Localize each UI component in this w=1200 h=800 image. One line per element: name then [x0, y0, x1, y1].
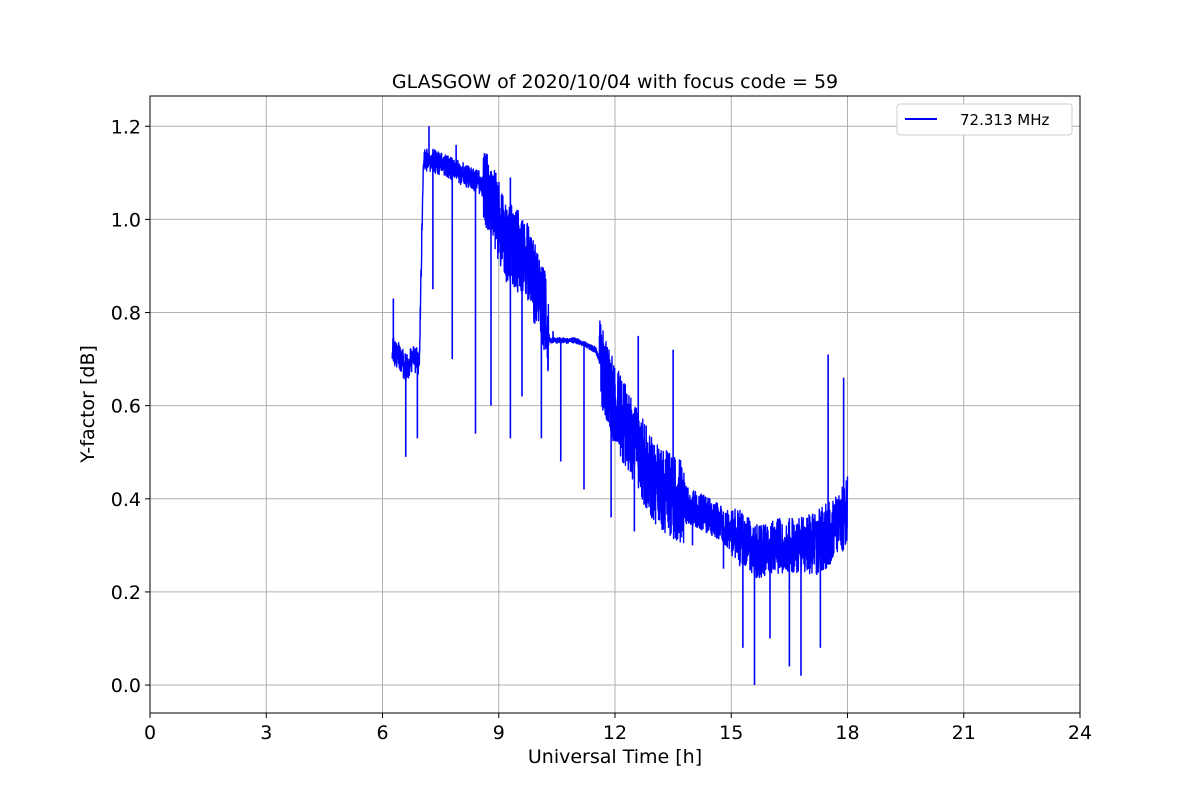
y-tick-label: 1.2 — [111, 116, 141, 138]
x-axis-label: Universal Time [h] — [528, 746, 702, 768]
x-tick-label: 21 — [952, 722, 976, 744]
y-tick-label: 1.0 — [111, 209, 141, 231]
x-tick-label: 9 — [493, 722, 505, 744]
legend-entry-label: 72.313 MHz — [960, 111, 1049, 129]
y-tick-label: 0.4 — [111, 489, 141, 511]
x-tick-label: 15 — [719, 722, 743, 744]
ticks: 0 3 6 9 12 15 18 21 24 0.0 0.2 0.4 0.6 0.8 1.0 1.2 — [111, 116, 1092, 744]
x-tick-label: 0 — [144, 722, 156, 744]
x-tick-label: 24 — [1068, 722, 1092, 744]
y-tick-label: 0.0 — [111, 675, 141, 697]
x-tick-label: 12 — [603, 722, 627, 744]
y-tick-label: 0.2 — [111, 582, 141, 604]
y-axis-label: Y-factor [dB] — [77, 345, 99, 464]
x-tick-label: 18 — [835, 722, 859, 744]
x-tick-label: 6 — [376, 722, 388, 744]
series-line — [391, 148, 849, 579]
y-tick-label: 0.6 — [111, 396, 141, 418]
chart-title: GLASGOW of 2020/10/04 with focus code = … — [392, 71, 838, 93]
x-tick-label: 3 — [260, 722, 272, 744]
legend-box — [896, 103, 1073, 136]
legend: 72.313 MHz — [896, 103, 1073, 136]
y-tick-label: 0.8 — [111, 303, 141, 325]
series-layer — [391, 126, 849, 686]
